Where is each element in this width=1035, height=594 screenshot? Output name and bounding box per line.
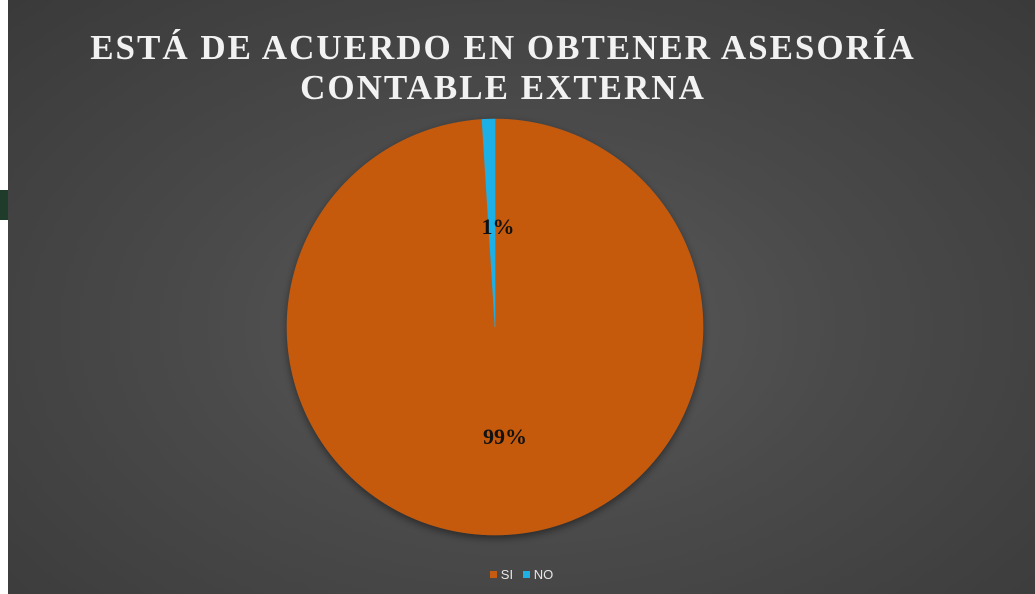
legend-item-si: SI (489, 566, 514, 583)
pie-chart: 99% 1% (286, 118, 704, 536)
chart-legend: SI NO (8, 566, 1035, 582)
legend-label-si: SI (500, 567, 514, 583)
data-label-no: 1% (482, 214, 515, 239)
pie-slice-no (481, 118, 496, 328)
left-edge-accent (0, 190, 8, 220)
chart-title: ESTÁ DE ACUERDO EN OBTENER ASESORÍA CONT… (8, 28, 998, 108)
chart-title-line-2: CONTABLE EXTERNA (300, 68, 706, 107)
legend-item-no: NO (522, 566, 554, 583)
chart-title-line-1: ESTÁ DE ACUERDO EN OBTENER ASESORÍA (90, 28, 916, 67)
data-label-si: 99% (483, 424, 527, 449)
legend-label-no: NO (533, 567, 554, 583)
legend-swatch-no (522, 571, 530, 579)
chart-area: ESTÁ DE ACUERDO EN OBTENER ASESORÍA CONT… (8, 0, 1035, 594)
legend-swatch-si (489, 571, 497, 579)
